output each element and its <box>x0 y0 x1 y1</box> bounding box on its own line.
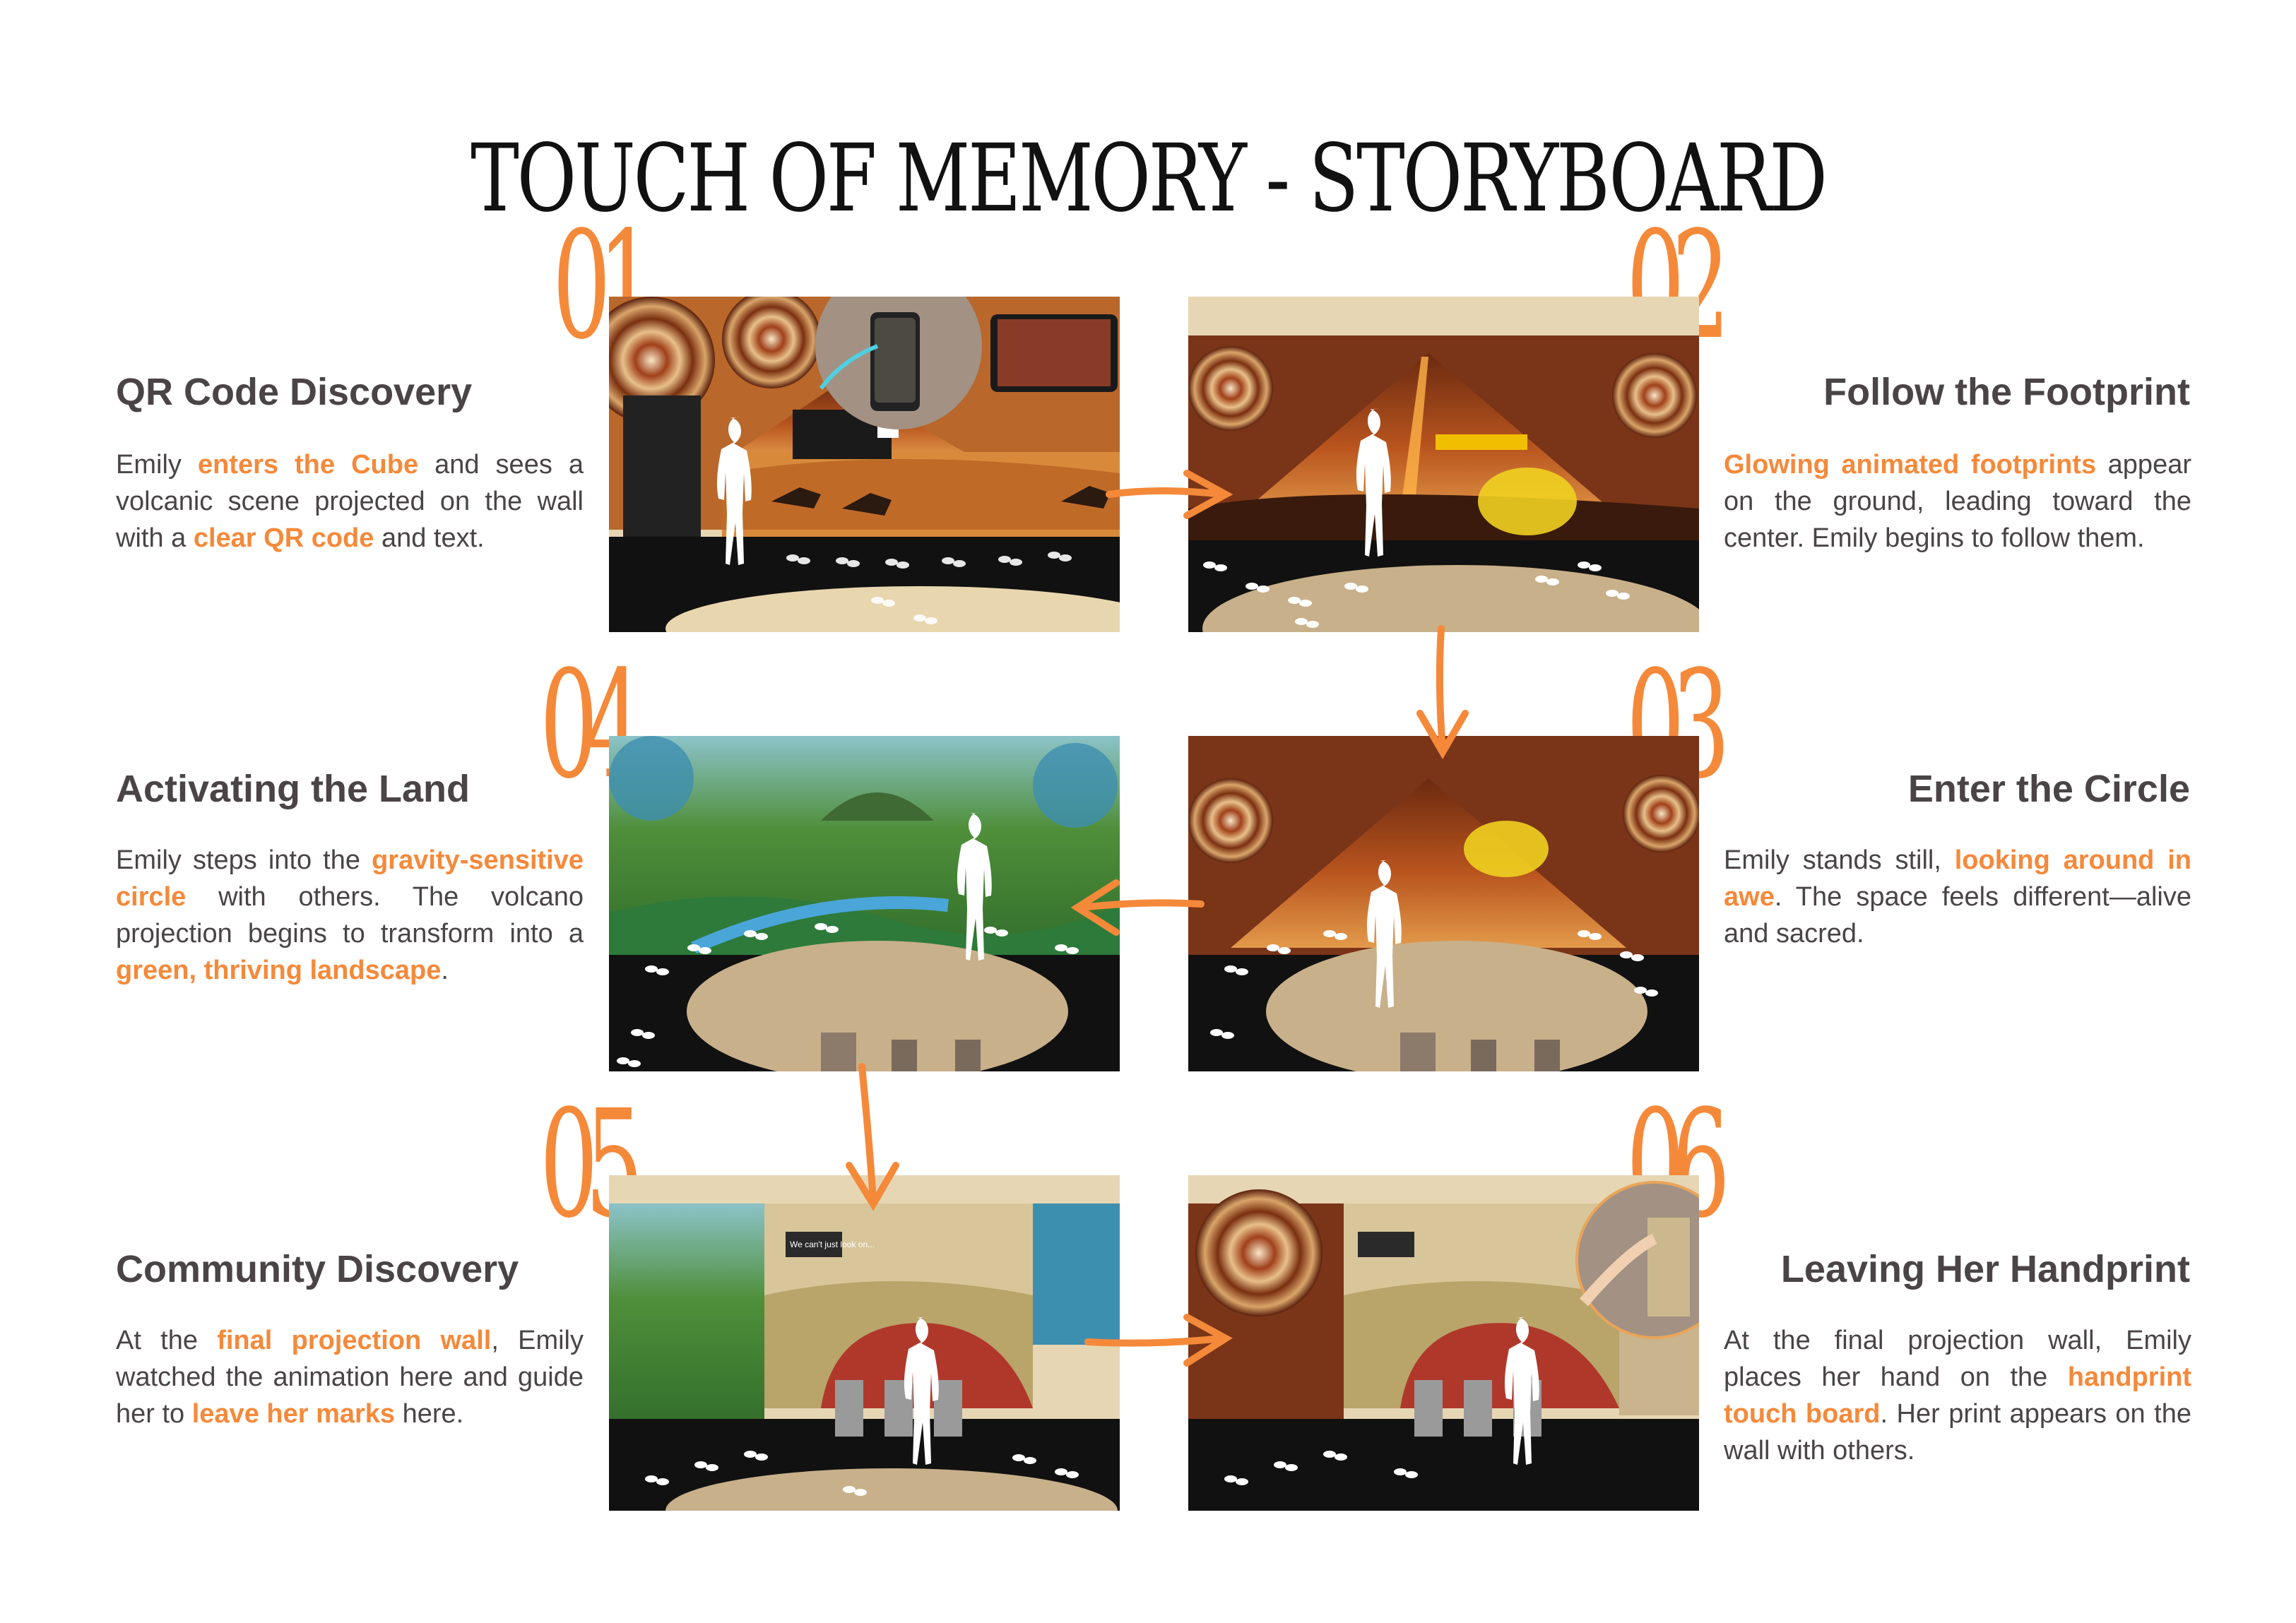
body-text: Emily <box>116 450 198 480</box>
step-desc-03: Emily stands still, looking around in aw… <box>1724 842 2191 952</box>
body-text: , Emily watched the animation here and g… <box>116 1326 584 1429</box>
step-title-02: Follow the Footprint <box>1823 371 2190 413</box>
body-text: . Her print appears on the wall with oth… <box>1724 1399 2191 1466</box>
wall-caption: We can't just look on... <box>790 1239 875 1249</box>
step-title-03: Enter the Circle <box>1907 768 2190 810</box>
highlight-text: final projection wall <box>217 1326 492 1355</box>
step-desc-01: Emily enters the Cube and sees a volcani… <box>116 446 584 557</box>
storyboard-panel-04 <box>609 736 1120 1071</box>
body-text: Emily steps into the <box>116 845 372 875</box>
highlight-text: gravity-sensitive circle <box>116 845 584 912</box>
body-text: here. <box>395 1399 464 1429</box>
highlight-text: enters the Cube <box>197 450 419 480</box>
storyboard-panel-06 <box>1188 1175 1699 1511</box>
body-text: appear on the ground, leading toward the… <box>1724 450 2191 553</box>
arrow-03-to-04 <box>1070 879 1205 936</box>
arrow-04-to-05 <box>846 1063 899 1211</box>
body-text: with others. The volcano projection begi… <box>116 882 584 949</box>
step-desc-06: At the final projection wall, Emily plac… <box>1724 1322 2191 1469</box>
body-text: and text. <box>374 523 485 553</box>
highlight-text: leave her marks <box>191 1399 396 1429</box>
step-title-05: Community Discovery <box>116 1248 519 1290</box>
step-desc-05: At the final projection wall, Emily watc… <box>116 1322 584 1432</box>
body-text: and sees a volcanic scene projected on t… <box>116 450 584 553</box>
step-title-06: Leaving Her Handprint <box>1780 1248 2190 1290</box>
arrow-01-to-02 <box>1106 470 1233 519</box>
step-title-01: QR Code Discovery <box>116 371 473 413</box>
arrow-02-to-03 <box>1416 625 1469 759</box>
arrow-05-to-06 <box>1084 1314 1233 1367</box>
body-text: Emily stands still, <box>1724 845 1955 875</box>
storyboard-panel-02 <box>1188 297 1699 632</box>
highlight-text: handprint touch board <box>1724 1362 2191 1429</box>
highlight-text: Glowing animated footprints <box>1724 450 2097 480</box>
body-text: At the <box>116 1326 218 1355</box>
step-desc-02: Glowing animated footprints appear on th… <box>1724 446 2191 557</box>
storyboard-panel-03 <box>1188 736 1699 1071</box>
storyboard-panel-01 <box>609 297 1120 632</box>
body-text: At the final projection wall, Emily plac… <box>1724 1326 2191 1392</box>
highlight-text: looking around in awe <box>1724 845 2191 912</box>
highlight-text: clear QR code <box>193 523 374 553</box>
storyboard-panel-05: We can't just look on... <box>609 1175 1120 1511</box>
page-title: TOUCH OF MEMORY - STORYBOARD <box>471 124 1828 234</box>
body-text: . The space feels different—alive and sa… <box>1724 882 2191 949</box>
body-text: . <box>441 956 449 985</box>
step-desc-04: Emily steps into the gravity-sensitive c… <box>116 842 584 989</box>
highlight-text: green, thriving landscape <box>116 956 442 985</box>
step-title-04: Activating the Land <box>116 768 471 810</box>
